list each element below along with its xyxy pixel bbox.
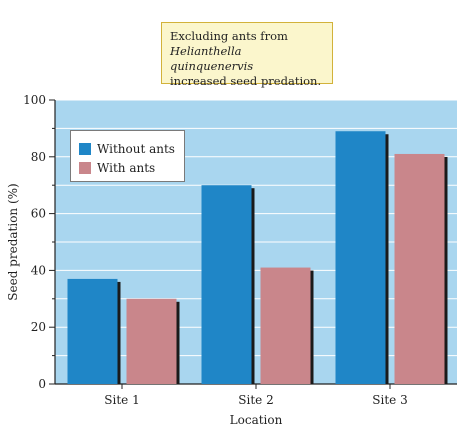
legend-label-with-ants: With ants — [97, 161, 156, 175]
y-tick-label-80: 80 — [31, 150, 46, 164]
x-axis-label: Location — [230, 413, 283, 427]
y-tick-label-0: 0 — [38, 377, 46, 391]
callout-line-3: increased seed predation. — [170, 74, 322, 88]
callout-line-2: Helianthella quinquenervis — [170, 44, 254, 73]
legend-swatch-without-ants — [79, 143, 91, 155]
x-tick-label-1: Site 1 — [104, 393, 139, 407]
bar-without-ants-1 — [67, 278, 118, 384]
bar-without-ants-3 — [335, 131, 386, 384]
bar-with-ants-1 — [126, 298, 177, 384]
bar-with-ants-3 — [394, 153, 445, 384]
bar-without-ants-2 — [201, 185, 252, 384]
callout-line-1: Excluding ants from — [170, 29, 288, 43]
legend-item-with-ants: With ants — [79, 161, 155, 175]
legend-swatch-with-ants — [79, 162, 91, 174]
legend-label-without-ants: Without ants — [97, 142, 175, 156]
y-tick-label-100: 100 — [23, 93, 46, 107]
y-tick-label-60: 60 — [31, 207, 46, 221]
bar-with-ants-2 — [260, 267, 311, 384]
x-tick-label-2: Site 2 — [238, 393, 273, 407]
x-tick-label-3: Site 3 — [372, 393, 407, 407]
legend-item-without-ants: Without ants — [79, 142, 175, 156]
y-axis-label: Seed predation (%) — [6, 183, 20, 300]
annotation-callout: Excluding ants from Helianthella quinque… — [161, 22, 333, 88]
y-tick-label-40: 40 — [31, 263, 46, 277]
y-tick-label-20: 20 — [31, 320, 46, 334]
legend: Without ants With ants — [70, 130, 185, 182]
